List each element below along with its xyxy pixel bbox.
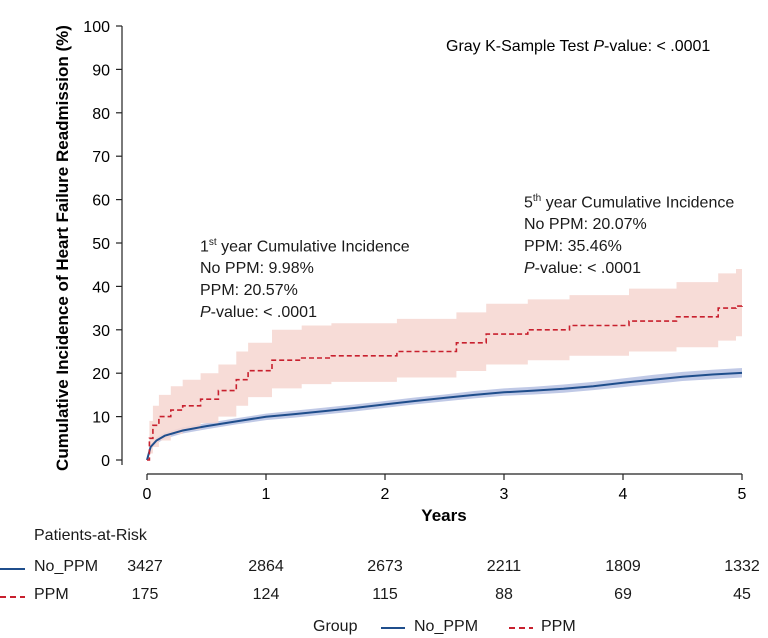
risk-count: 2673 [367,558,403,575]
curve-no-ppm [146,371,743,461]
gray-test-label: Gray K-Sample Test P-value: < .0001 [446,38,710,55]
curve-ppm [147,305,743,461]
y-tick-label: 10 [92,410,110,427]
annotation-year-1: 1st year Cumulative Incidence No PPM: 9.… [200,232,410,324]
legend-title: Group [313,618,358,635]
risk-row-label: PPM [34,586,69,603]
risk-row-ppm: PPM 175 124 115 88 69 45 [0,586,768,610]
x-tick-label: 0 [143,486,152,503]
risk-count: 2211 [486,558,522,575]
y-tick-label: 70 [92,149,110,166]
annotation-year-5-p-value: P-value: < .0001 [524,260,641,278]
x-tick-label: 1 [262,486,271,503]
risk-table-title: Patients-at-Risk [34,527,147,544]
risk-count: 175 [131,586,159,603]
risk-count: 1332 [724,558,760,575]
annotation-year-5-ppm: PPM: 35.46% [524,238,622,256]
risk-count: 88 [495,586,513,603]
legend: Group No_PPM PPM [0,618,768,638]
legend-label-no-ppm: No_PPM [414,618,479,635]
risk-swatch-no-ppm [0,568,25,570]
y-tick-label: 40 [92,279,110,296]
risk-count: 45 [733,586,751,603]
annotation-year-1-ppm: PPM: 20.57% [200,282,298,300]
x-tick-label: 5 [738,486,747,503]
y-tick-label: 90 [92,62,110,79]
risk-count: 3427 [127,558,163,575]
risk-count: 2864 [248,558,284,575]
y-axis-label: Cumulative Incidence of Heart Failure Re… [53,25,72,471]
annotation-year-1-heading: 1st year Cumulative Incidence [200,237,410,256]
annotation-year-5-no-ppm: No PPM: 20.07% [524,216,647,234]
ci-band-ppm [147,269,742,460]
x-tick-label: 3 [500,486,509,503]
risk-count: 124 [252,586,280,603]
y-tick-label: 20 [92,366,110,383]
risk-row-no-ppm: No_PPM 3427 2864 2673 2211 1809 1332 [0,558,768,582]
y-tick-label: 30 [92,323,110,340]
y-tick-label: 100 [83,19,110,36]
y-tick-label: 50 [92,236,110,253]
annotation-year-5: 5th year Cumulative Incidence No PPM: 20… [524,188,734,280]
risk-row-label: No_PPM [34,558,99,575]
risk-count: 69 [614,586,632,603]
risk-count: 115 [372,586,398,603]
legend-swatch-no-ppm [381,627,405,629]
y-tick-label: 60 [92,193,110,210]
x-tick-label: 2 [381,486,390,503]
legend-label-ppm: PPM [541,618,576,635]
annotation-year-1-p-value: P-value: < .0001 [200,304,317,322]
x-tick-label: 4 [619,486,628,503]
risk-swatch-ppm [0,596,25,598]
annotation-year-1-no-ppm: No PPM: 9.98% [200,260,314,278]
y-tick-label: 80 [92,106,110,123]
x-axis-label: Years [421,506,466,525]
risk-count: 1809 [605,558,641,575]
annotation-year-5-heading: 5th year Cumulative Incidence [524,193,735,212]
legend-swatch-ppm [509,627,533,629]
y-tick-label: 0 [101,453,110,470]
